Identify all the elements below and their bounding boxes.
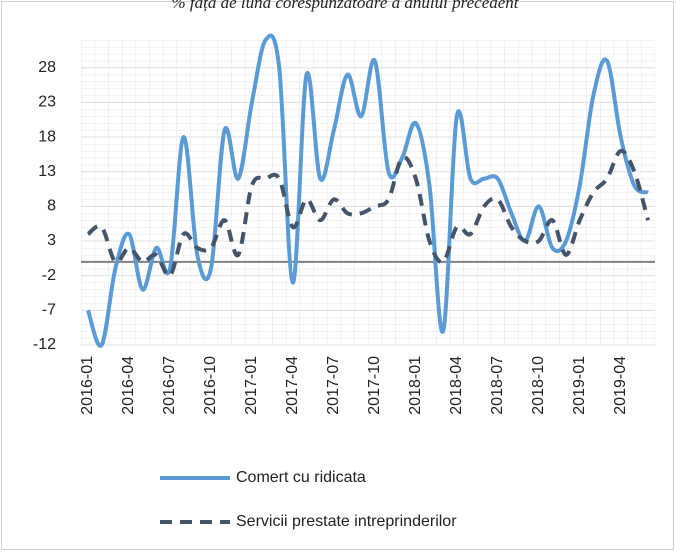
x-tick-label: 2017-04 <box>284 356 301 415</box>
x-tick-label: 2016-01 <box>79 356 96 415</box>
x-tick-label: 2018-07 <box>489 356 506 415</box>
x-tick-label: 2016-04 <box>120 356 137 415</box>
x-tick-label: 2016-07 <box>161 356 178 415</box>
y-tick-label: 3 <box>47 232 56 249</box>
x-tick-label: 2018-10 <box>530 356 547 415</box>
x-tick-label: 2018-01 <box>407 356 424 415</box>
chart-title: % față de luna corespunzătoare a anului … <box>171 0 519 12</box>
x-tick-label: 2019-04 <box>612 356 629 415</box>
series-line <box>86 148 650 278</box>
x-tick-label: 2018-04 <box>448 356 465 415</box>
y-tick-label: 23 <box>38 94 56 111</box>
x-tick-label: 2017-07 <box>325 356 342 415</box>
y-tick-label: 18 <box>38 128 56 145</box>
y-tick-label: 28 <box>38 59 56 76</box>
x-tick-label: 2017-10 <box>366 356 383 415</box>
y-tick-label: 8 <box>47 198 56 215</box>
series-line <box>86 33 649 348</box>
y-tick-label: -7 <box>42 302 56 319</box>
legend-label: Comert cu ridicata <box>236 469 366 486</box>
legend-label: Servicii prestate intreprinderilor <box>236 513 457 530</box>
x-tick-label: 2016-10 <box>202 356 219 415</box>
y-tick-label: 13 <box>38 163 56 180</box>
y-tick-label: -12 <box>33 336 56 353</box>
y-tick-label: -2 <box>42 267 56 284</box>
x-tick-label: 2017-01 <box>243 356 260 415</box>
x-tick-label: 2019-01 <box>571 356 588 415</box>
